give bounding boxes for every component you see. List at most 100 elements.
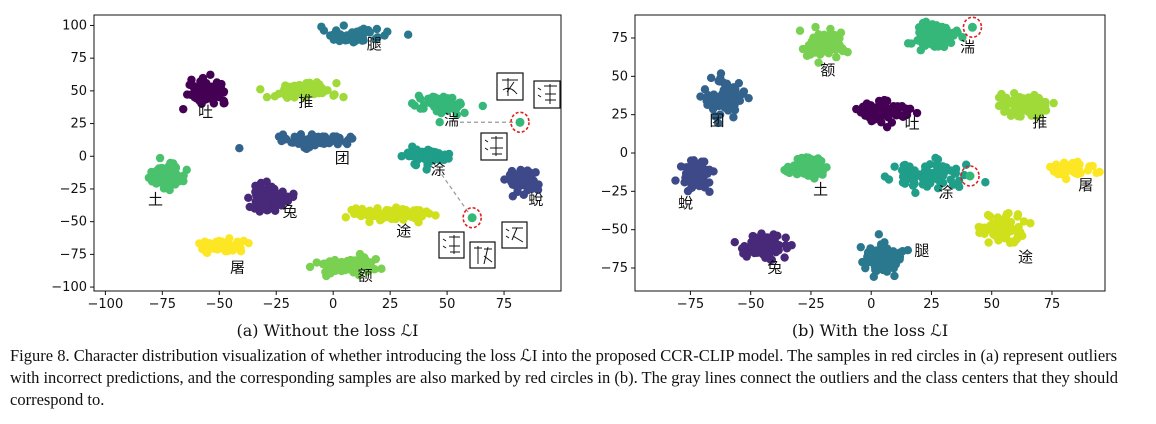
scatter-point	[822, 163, 831, 172]
cluster-9	[730, 229, 796, 265]
scatter-point	[387, 207, 396, 217]
scatter-point	[308, 87, 317, 96]
cluster-7	[880, 153, 990, 198]
scatter-point	[687, 177, 697, 186]
scatter-point	[810, 39, 820, 48]
scatter-point	[513, 182, 522, 191]
scatter-point	[1002, 209, 1012, 219]
scatter-point	[207, 244, 217, 253]
y-tick-label: 50	[611, 69, 628, 84]
scatter-point	[244, 193, 253, 203]
cluster-1	[903, 17, 967, 55]
cluster-label: 吐	[905, 114, 920, 132]
scatter-point	[875, 105, 885, 115]
y-tick-label: 0	[620, 146, 628, 161]
scatter-point	[220, 98, 229, 108]
scatter-point	[774, 240, 784, 250]
cluster-label: 腿	[914, 242, 929, 260]
scatter-point	[818, 46, 828, 56]
scatter-point	[460, 108, 469, 118]
scatter-point	[843, 47, 852, 57]
scatter-point	[1061, 174, 1071, 184]
scatter-point	[332, 78, 341, 88]
scatter-point	[871, 250, 880, 259]
scatter-point	[761, 253, 770, 262]
y-tick-label: 75	[611, 31, 628, 46]
scatter-point	[811, 22, 820, 32]
cluster-label: 湍	[444, 111, 459, 129]
scatter-point	[1013, 210, 1023, 219]
cluster-5	[671, 156, 718, 197]
scatter-point	[958, 33, 967, 42]
cluster-label: 推	[298, 93, 313, 111]
scatter-point	[898, 112, 908, 121]
inset-box	[533, 80, 561, 109]
scatter-point	[687, 157, 697, 166]
scatter-point	[997, 89, 1006, 99]
scatter-point	[435, 118, 444, 127]
scatter-point	[439, 155, 449, 165]
scatter-point	[330, 90, 339, 99]
scatter-point	[924, 171, 933, 181]
scatter-point	[722, 81, 732, 90]
scatter-point	[283, 192, 292, 201]
scatter-point	[800, 168, 809, 178]
scatter-point	[924, 25, 933, 34]
cluster-label: 土	[813, 180, 828, 198]
scatter-point	[294, 139, 303, 149]
scatter-point	[880, 238, 889, 247]
y-tick-label: 100	[62, 18, 87, 33]
x-tick-label: 50	[983, 297, 1000, 312]
scatter-point	[352, 27, 362, 36]
scatter-point	[210, 86, 220, 95]
scatter-point	[881, 106, 891, 115]
scatter-point	[795, 26, 805, 35]
inset-box	[501, 221, 528, 249]
scatter-point	[987, 225, 997, 235]
cluster-2	[696, 69, 753, 128]
scatter-point	[932, 21, 941, 30]
scatter-point	[878, 253, 888, 262]
scatter-point	[929, 30, 939, 39]
scatter-point	[339, 21, 348, 30]
scatter-point	[693, 169, 703, 178]
inset-glyph	[537, 84, 557, 104]
scatter-point	[892, 106, 901, 115]
scatter-point	[706, 73, 716, 83]
cluster-label: 途	[1018, 248, 1033, 266]
scatter-point	[397, 152, 406, 161]
scatter-point	[1024, 93, 1033, 102]
cluster-label: 蛻	[528, 191, 543, 209]
scatter-point	[716, 97, 725, 106]
scatter-point	[390, 214, 400, 223]
cluster-1	[256, 78, 348, 102]
inset-glyph	[484, 136, 503, 156]
scatter-point	[270, 92, 279, 101]
scatter-point	[832, 53, 841, 62]
scatter-point	[868, 112, 878, 121]
scatter-point	[256, 178, 266, 188]
scatter-point	[985, 212, 995, 221]
y-tick-label: −25	[601, 184, 628, 199]
scatter-point	[820, 38, 829, 47]
cluster-3	[852, 95, 922, 132]
scatter-point	[874, 230, 884, 239]
scatter-point	[681, 169, 691, 178]
scatter-point	[409, 206, 419, 215]
scatter-point	[713, 118, 723, 128]
scatter-point	[705, 187, 714, 197]
cluster-0	[795, 22, 852, 67]
scatter-point	[880, 172, 890, 181]
scatter-point	[1019, 217, 1029, 226]
scatter-point	[809, 170, 818, 179]
scatter-point	[336, 258, 345, 267]
scatter-point	[984, 238, 993, 247]
scatter-point	[225, 234, 234, 243]
outlier-red-circle	[462, 206, 482, 229]
scatter-point	[179, 104, 188, 114]
inset-glyph	[502, 78, 518, 96]
scatter-point	[742, 252, 751, 261]
inset-box	[438, 231, 465, 259]
scatter-point	[730, 238, 739, 247]
scatter-point	[1027, 111, 1036, 120]
